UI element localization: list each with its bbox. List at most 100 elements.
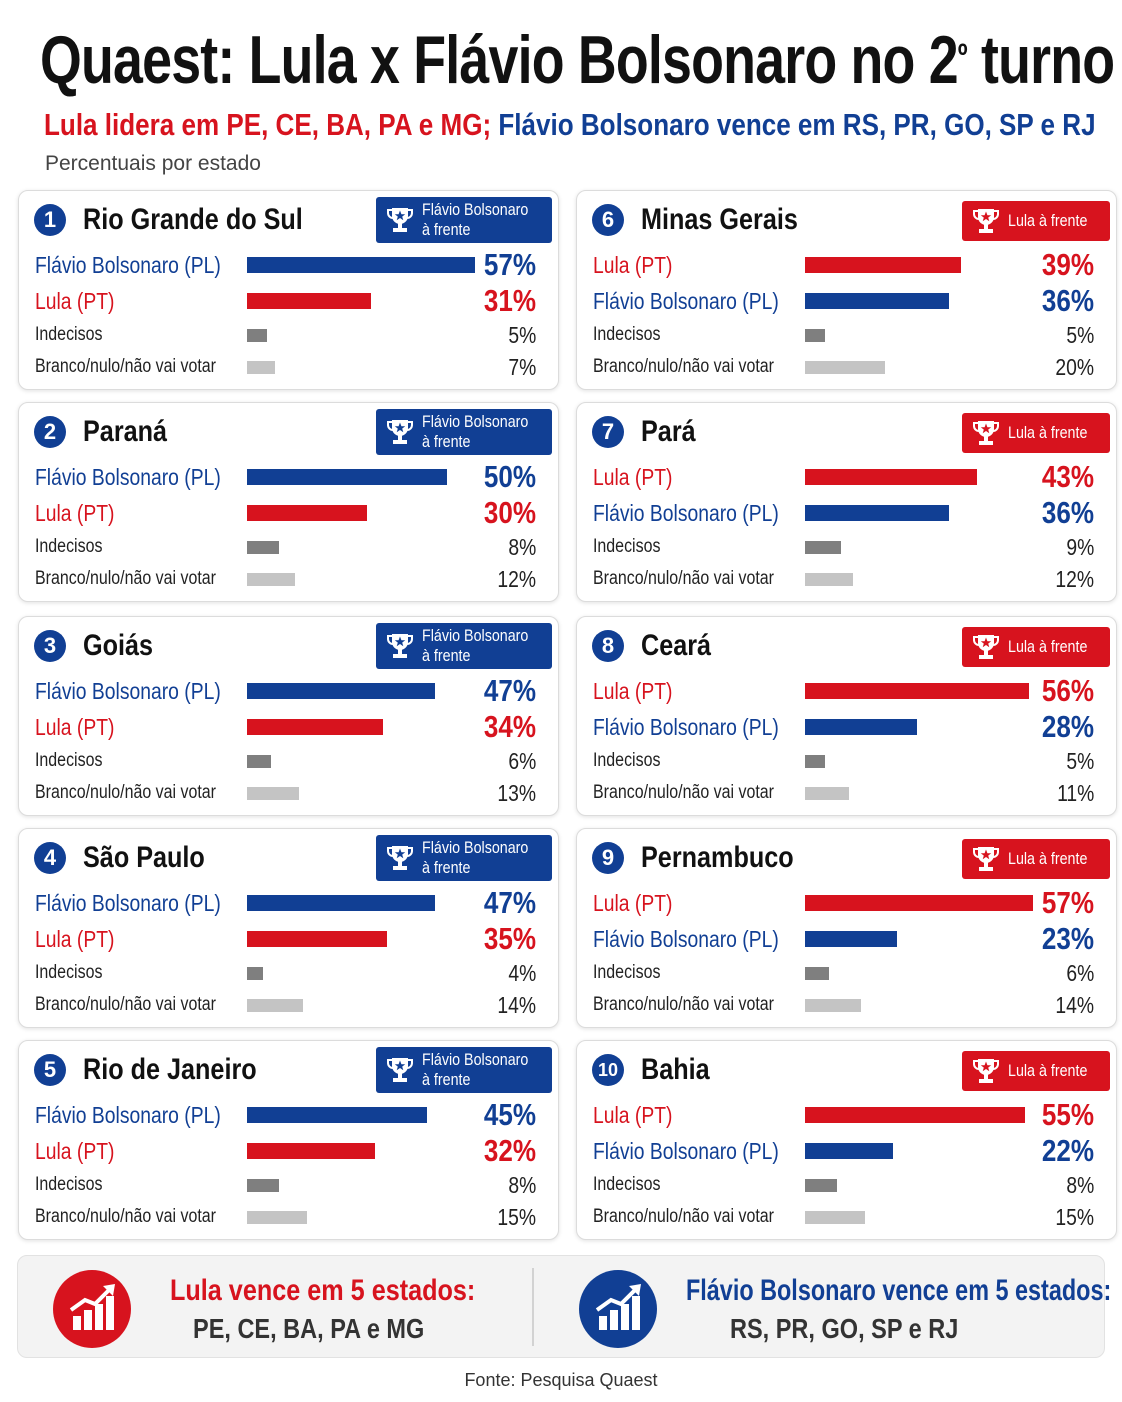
leader-badge: Flávio Bolsonaro à frente <box>376 835 552 881</box>
result-value: 4% <box>508 960 536 986</box>
result-value: 39% <box>1041 247 1094 282</box>
result-label: Branco/nulo/não vai votar <box>35 1206 216 1227</box>
result-label: Branco/nulo/não vai votar <box>35 994 216 1015</box>
result-label: Indecisos <box>593 962 661 983</box>
state-rank: 7 <box>592 416 624 448</box>
state-rank: 1 <box>34 204 66 236</box>
result-row: Lula (PT) 57% <box>577 887 1116 919</box>
state-name: Goiás <box>83 629 154 662</box>
result-row: Flávio Bolsonaro (PL) 47% <box>19 887 558 919</box>
result-value: 56% <box>1041 673 1094 708</box>
result-value: 34% <box>483 709 536 744</box>
state-name: São Paulo <box>83 841 205 874</box>
result-bar <box>805 573 853 586</box>
leader-badge-label: Lula à frente <box>1008 1061 1088 1080</box>
chart-growth-icon <box>53 1270 131 1348</box>
result-bar <box>805 505 949 521</box>
result-label: Branco/nulo/não vai votar <box>593 1206 774 1227</box>
page-subnote: Percentuais por estado <box>45 152 261 175</box>
result-bar <box>247 719 383 735</box>
result-label: Indecisos <box>593 1174 661 1195</box>
result-value: 22% <box>1041 1133 1094 1168</box>
summary-lula-states: PE, CE, BA, PA e MG <box>193 1313 425 1344</box>
result-label: Lula (PT) <box>593 678 673 704</box>
state-rank: 2 <box>34 416 66 448</box>
summary-divider <box>532 1268 534 1346</box>
result-label: Branco/nulo/não vai votar <box>35 568 216 589</box>
result-bar <box>247 999 303 1012</box>
result-label: Flávio Bolsonaro (PL) <box>593 500 779 526</box>
chart-growth-icon <box>579 1270 657 1348</box>
result-value: 15% <box>1055 1204 1094 1230</box>
result-value: 36% <box>1041 495 1094 530</box>
leader-badge: Lula à frente <box>962 1051 1110 1091</box>
result-row: Lula (PT) 39% <box>577 249 1116 281</box>
result-row: Indecisos 6% <box>19 745 558 777</box>
result-value: 11% <box>1056 780 1094 806</box>
result-bar <box>805 999 861 1012</box>
result-bar <box>805 469 977 485</box>
result-row: Flávio Bolsonaro (PL) 36% <box>577 285 1116 317</box>
result-bar <box>247 505 367 521</box>
result-label: Indecisos <box>593 324 661 345</box>
result-row: Branco/nulo/não vai votar 7% <box>19 351 558 383</box>
result-value: 12% <box>497 566 536 592</box>
result-label: Indecisos <box>593 536 661 557</box>
result-bar <box>805 895 1033 911</box>
result-row: Branco/nulo/não vai votar 12% <box>19 563 558 595</box>
result-bar <box>805 541 841 554</box>
result-row: Flávio Bolsonaro (PL) 50% <box>19 461 558 493</box>
result-bar <box>805 1211 865 1224</box>
result-row: Flávio Bolsonaro (PL) 22% <box>577 1135 1116 1167</box>
result-bar <box>805 1107 1025 1123</box>
result-row: Lula (PT) 34% <box>19 711 558 743</box>
page-title: Quaest: Lula x Flávio Bolsonaro no 2º tu… <box>40 22 1115 98</box>
leader-badge: Lula à frente <box>962 201 1110 241</box>
result-row: Branco/nulo/não vai votar 20% <box>577 351 1116 383</box>
result-row: Indecisos 8% <box>19 1169 558 1201</box>
result-bar <box>247 967 263 980</box>
result-label: Flávio Bolsonaro (PL) <box>593 288 779 314</box>
result-row: Lula (PT) 43% <box>577 461 1116 493</box>
result-label: Lula (PT) <box>593 890 673 916</box>
result-row: Branco/nulo/não vai votar 14% <box>19 989 558 1021</box>
result-bar <box>247 329 267 342</box>
result-value: 43% <box>1041 459 1094 494</box>
result-value: 55% <box>1041 1097 1094 1132</box>
result-label: Lula (PT) <box>35 1138 115 1164</box>
state-rank: 4 <box>34 842 66 874</box>
result-value: 28% <box>1041 709 1094 744</box>
result-value: 13% <box>497 780 536 806</box>
result-label: Flávio Bolsonaro (PL) <box>35 252 221 278</box>
result-label: Flávio Bolsonaro (PL) <box>35 678 221 704</box>
state-name: Rio de Janeiro <box>83 1053 257 1086</box>
result-label: Flávio Bolsonaro (PL) <box>593 926 779 952</box>
result-row: Indecisos 8% <box>577 1169 1116 1201</box>
result-label: Lula (PT) <box>593 464 673 490</box>
result-bar <box>247 541 279 554</box>
result-row: Indecisos 8% <box>19 531 558 563</box>
result-value: 6% <box>1066 960 1094 986</box>
result-label: Indecisos <box>35 1174 103 1195</box>
leader-badge: Lula à frente <box>962 627 1110 667</box>
result-row: Flávio Bolsonaro (PL) 23% <box>577 923 1116 955</box>
result-row: Branco/nulo/não vai votar 14% <box>577 989 1116 1021</box>
result-bar <box>805 755 825 768</box>
result-row: Branco/nulo/não vai votar 15% <box>577 1201 1116 1233</box>
state-card: 8 Ceará Lula à frente Lula (PT) 56% Flávio Bo… <box>576 616 1117 816</box>
result-value: 8% <box>1066 1172 1094 1198</box>
summary-flavio-heading: Flávio Bolsonaro vence em 5 estados: <box>686 1274 1112 1307</box>
state-card: 2 Paraná Flávio Bolsonaro à frente Flávio Bo… <box>18 402 559 602</box>
result-label: Lula (PT) <box>35 714 115 740</box>
result-value: 50% <box>483 459 536 494</box>
result-row: Branco/nulo/não vai votar 11% <box>577 777 1116 809</box>
result-label: Flávio Bolsonaro (PL) <box>593 714 779 740</box>
leader-badge-label: Flávio Bolsonaro à frente <box>422 1050 529 1089</box>
result-value: 15% <box>497 1204 536 1230</box>
result-bar <box>247 1143 375 1159</box>
page-subtitle: Lula lidera em PE, CE, BA, PA e MG; Fláv… <box>44 106 1096 144</box>
result-label: Indecisos <box>35 536 103 557</box>
leader-badge-label: Lula à frente <box>1008 211 1088 230</box>
result-label: Branco/nulo/não vai votar <box>593 356 774 377</box>
